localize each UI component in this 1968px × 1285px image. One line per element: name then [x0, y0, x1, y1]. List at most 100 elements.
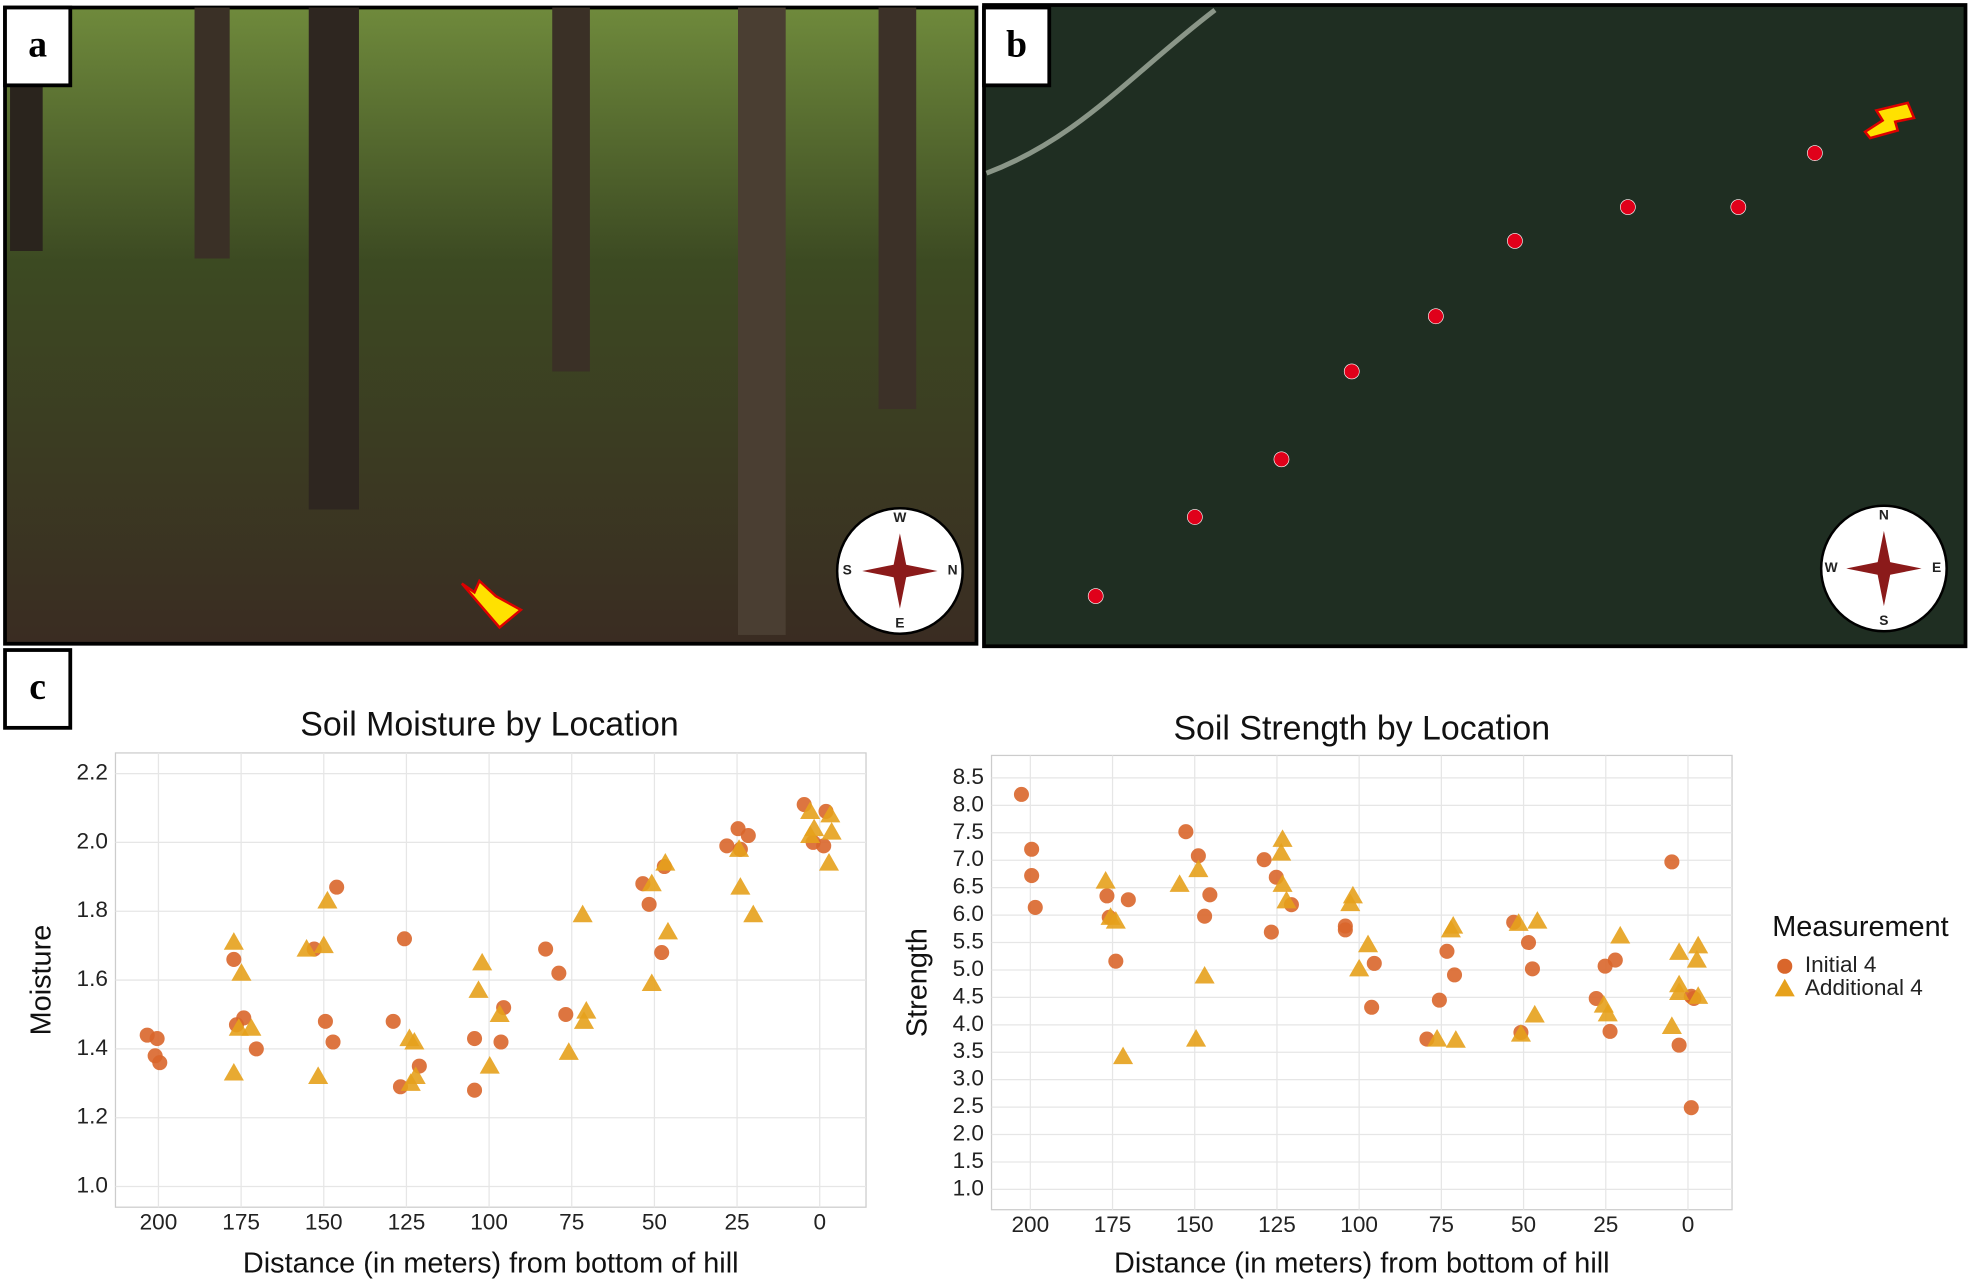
aerial-photo [982, 3, 1968, 649]
legend-label: Initial 4 [1805, 952, 1877, 977]
compass-letter: N [1879, 507, 1889, 522]
point [558, 1006, 574, 1023]
point [1669, 982, 1690, 1000]
y-tick-label: 2.0 [77, 828, 108, 853]
point [317, 1013, 333, 1029]
point [657, 921, 679, 940]
point [149, 1031, 165, 1047]
point [228, 1018, 249, 1036]
compass-letter: W [1825, 560, 1839, 575]
y-tick-label: 8.0 [953, 791, 984, 816]
x-axis-label: Distance (in meters) from bottom of hill [1114, 1248, 1610, 1280]
x-tick-label: 0 [813, 1209, 826, 1234]
point [1095, 871, 1116, 889]
point [655, 853, 676, 871]
point [1272, 829, 1293, 847]
point [1671, 1037, 1687, 1053]
y-tick-label: 7.0 [953, 846, 984, 871]
plot-area [990, 754, 1733, 1211]
x-tick-label: 75 [1429, 1212, 1454, 1237]
point [404, 1031, 425, 1050]
point [558, 1042, 579, 1060]
compass-letter: N [948, 563, 958, 578]
point [467, 1031, 483, 1047]
y-tick-label: 5.5 [953, 928, 984, 953]
point [396, 931, 412, 947]
point [576, 1000, 597, 1019]
x-tick-label: 100 [470, 1209, 508, 1234]
point [385, 1013, 401, 1029]
point [1024, 841, 1040, 857]
point [1664, 854, 1680, 870]
point [405, 1066, 426, 1084]
point [1337, 922, 1353, 938]
point [223, 932, 244, 950]
y-tick-label: 4.5 [953, 983, 984, 1008]
point [1439, 943, 1455, 959]
point [1610, 925, 1631, 944]
point [729, 839, 750, 857]
y-tick-label: 2.5 [953, 1093, 984, 1118]
point [1276, 890, 1297, 909]
point [1105, 911, 1126, 929]
point [1524, 1004, 1545, 1023]
point [1440, 919, 1461, 938]
legend-marker [1774, 978, 1795, 997]
point [1527, 911, 1548, 929]
point [1340, 893, 1361, 912]
point [1202, 887, 1218, 903]
y-tick-label: 2.2 [77, 760, 108, 785]
y-tick-label: 1.0 [953, 1175, 984, 1200]
point [538, 941, 554, 957]
point [1169, 874, 1190, 892]
point [467, 1082, 483, 1098]
point [313, 935, 334, 954]
point [1427, 1029, 1448, 1047]
point [329, 879, 345, 895]
y-tick-label: 1.2 [77, 1104, 108, 1129]
point [1120, 892, 1136, 908]
x-tick-label: 25 [725, 1209, 750, 1234]
point [572, 904, 593, 923]
x-tick-label: 200 [1011, 1212, 1049, 1237]
point [1597, 1003, 1618, 1022]
point [641, 896, 657, 912]
x-tick-label: 25 [1593, 1212, 1618, 1237]
legend-title: Measurement [1772, 911, 1948, 943]
y-tick-label: 1.0 [77, 1173, 108, 1198]
point [1024, 868, 1040, 884]
point [1661, 1016, 1682, 1034]
point [719, 838, 735, 854]
point [821, 822, 842, 840]
point [730, 877, 751, 895]
point [1520, 934, 1537, 951]
chart-title: Soil Moisture by Location [300, 706, 679, 744]
compass-letter: S [1879, 613, 1888, 628]
point [489, 1004, 510, 1023]
x-tick-label: 150 [305, 1209, 343, 1234]
x-tick-label: 75 [559, 1209, 584, 1234]
point [493, 1034, 509, 1050]
compass-letter: E [1932, 560, 1941, 575]
point [1607, 952, 1623, 968]
compass-letter: E [895, 615, 904, 630]
point [654, 945, 670, 961]
y-tick-label: 7.5 [953, 819, 984, 844]
point [1194, 965, 1215, 984]
point [241, 1018, 262, 1036]
point [479, 1056, 500, 1074]
panel-label: c [29, 666, 46, 708]
point [1602, 1023, 1618, 1039]
point [1688, 986, 1709, 1004]
point [1524, 961, 1540, 977]
y-tick-label: 1.6 [77, 966, 108, 991]
point [743, 904, 764, 923]
point [1686, 950, 1707, 968]
compass-letter: S [843, 563, 852, 578]
point [226, 951, 242, 967]
point [1446, 967, 1463, 983]
forest-photo [3, 5, 979, 646]
point [1108, 953, 1124, 969]
point [1357, 934, 1379, 953]
point [1263, 924, 1279, 940]
